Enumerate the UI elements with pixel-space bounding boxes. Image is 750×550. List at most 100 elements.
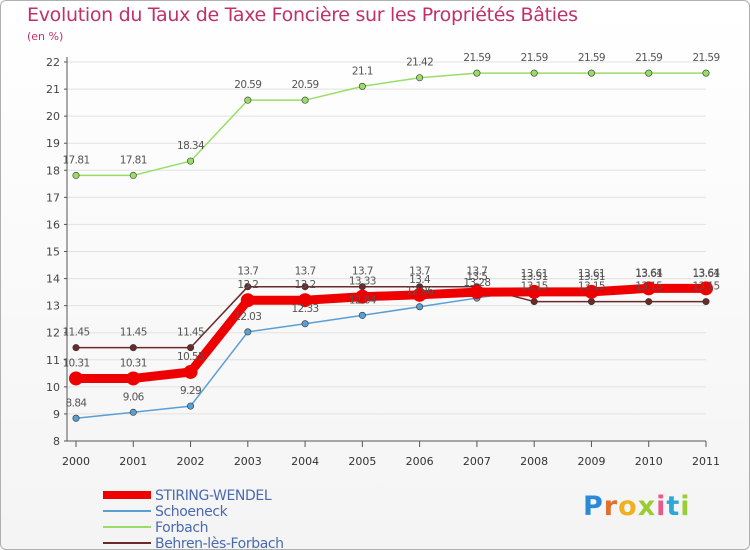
series-line-forbach: [76, 72, 706, 177]
data-label: 13.7: [237, 266, 258, 278]
data-point: [530, 298, 538, 306]
series-line-stiring-wendel: [76, 283, 706, 383]
data-point: [129, 344, 137, 352]
data-point: [587, 298, 595, 306]
data-label: 17.81: [62, 154, 89, 166]
x-tick-label: 2009: [577, 455, 605, 468]
data-label: 13.28: [463, 277, 490, 289]
data-label: 13.51: [578, 271, 605, 283]
data-label: 13.61: [578, 268, 605, 280]
data-label: 13.5: [466, 271, 487, 283]
data-label: 13.64: [635, 267, 663, 279]
data-label: 13.61: [692, 268, 719, 280]
data-point: [72, 414, 80, 422]
x-tick-label: 2011: [692, 455, 720, 468]
data-point: [301, 96, 309, 104]
data-point: [240, 293, 255, 308]
data-label: 20.59: [234, 79, 261, 91]
data-label: 10.31: [120, 357, 147, 369]
data-point: [187, 157, 195, 165]
data-label: 21.59: [463, 52, 490, 64]
data-point: [187, 344, 195, 352]
y-tick-label: 11: [46, 354, 60, 367]
data-label: 12.96: [406, 286, 434, 298]
data-label: 13.7: [295, 266, 316, 278]
data-label: 13.61: [521, 268, 548, 280]
data-label: 13.61: [635, 268, 662, 280]
y-tick-label: 14: [46, 273, 60, 286]
y-tick-label: 17: [46, 191, 60, 204]
data-label: 13.7: [352, 266, 373, 278]
unit-label: (en %): [27, 30, 64, 43]
data-point: [183, 364, 198, 379]
data-point: [645, 69, 653, 77]
data-label: 13.15: [521, 281, 548, 293]
data-label: 13.2: [295, 279, 316, 291]
data-label: 13.15: [692, 281, 719, 293]
data-label: 13.7: [409, 266, 430, 278]
data-label: 12.64: [349, 294, 377, 306]
x-tick-label: 2005: [348, 455, 376, 468]
data-label: 21.42: [406, 57, 433, 69]
data-label: 10.31: [62, 357, 89, 369]
x-tick-label: 2003: [234, 455, 262, 468]
data-point: [301, 320, 309, 328]
data-point: [187, 402, 195, 410]
data-label: 13.15: [578, 281, 605, 293]
data-point: [72, 171, 80, 179]
y-tick-label: 8: [53, 435, 60, 448]
data-label: 13.15: [635, 281, 662, 293]
data-label: 13.51: [521, 271, 548, 283]
data-label: 11.45: [62, 327, 89, 339]
data-point: [699, 281, 713, 296]
data-label: 9.06: [123, 391, 145, 403]
y-tick-label: 22: [46, 56, 60, 69]
legend-label-forbach: Forbach: [155, 520, 208, 536]
data-label: 12.33: [292, 303, 319, 315]
y-tick-label: 9: [53, 408, 60, 421]
data-label: 11.45: [177, 327, 204, 339]
data-point: [129, 408, 137, 416]
data-point: [244, 283, 252, 291]
data-point: [469, 285, 484, 300]
data-label: 11.45: [120, 327, 147, 339]
x-tick-label: 2004: [291, 455, 319, 468]
data-point: [416, 303, 424, 311]
data-point: [584, 284, 599, 299]
data-label: 12.03: [234, 311, 261, 323]
data-label: 21.1: [352, 65, 373, 77]
y-tick-label: 12: [46, 327, 60, 340]
x-tick-label: 2010: [635, 455, 663, 468]
data-label: 13.2: [237, 279, 258, 291]
x-tick-label: 2008: [520, 455, 548, 468]
data-point: [301, 283, 309, 291]
data-label: 21.59: [578, 52, 605, 64]
y-tick-label: 10: [46, 381, 60, 394]
y-tick-label: 13: [46, 300, 60, 313]
y-tick-label: 16: [46, 218, 60, 231]
data-label: 17.81: [120, 154, 147, 166]
data-label: 10.55: [177, 351, 204, 363]
data-point: [702, 69, 710, 77]
x-tick-label: 2007: [463, 455, 491, 468]
data-label: 8.84: [66, 397, 88, 409]
y-tick-label: 18: [46, 164, 60, 177]
data-point: [244, 328, 252, 336]
legend-label-schoeneck: Schoeneck: [155, 504, 229, 520]
data-point: [416, 74, 424, 82]
legend-label-stiring-wendel: STIRING-WENDEL: [155, 488, 272, 504]
data-point: [244, 96, 252, 104]
proxiti-logo: Proxiti: [583, 491, 691, 522]
y-tick-label: 15: [46, 246, 60, 259]
data-label: 13.4: [409, 274, 431, 286]
data-point: [641, 281, 656, 296]
data-point: [298, 293, 313, 308]
data-label: 20.59: [292, 79, 319, 91]
data-point: [645, 298, 653, 306]
data-label: 13.7: [466, 266, 487, 278]
x-tick-label: 2006: [406, 455, 434, 468]
y-tick-label: 19: [46, 137, 60, 150]
data-label: 21.59: [521, 52, 548, 64]
chart-title: Evolution du Taux de Taxe Foncière sur l…: [27, 4, 578, 26]
